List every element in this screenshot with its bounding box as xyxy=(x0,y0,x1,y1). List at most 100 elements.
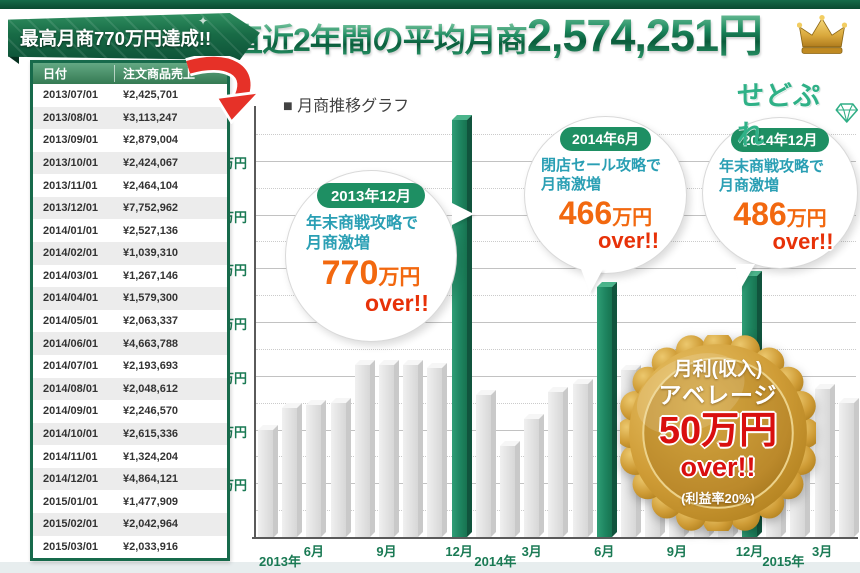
callout-text: 月商激増 xyxy=(541,175,602,193)
table-row: 2015/02/01 ¥2,042,964 xyxy=(33,512,227,536)
badge: 月利(収入) アベレージ 50万円 over!! (利益率20%) xyxy=(620,335,816,531)
callout-text: 月商激増 xyxy=(306,235,371,252)
page-title-prefix: 直近2年間の平均月商 xyxy=(231,22,528,58)
callout-amount: 466万円 xyxy=(558,194,653,231)
callout-text: 閉店セール攻略で xyxy=(541,157,662,174)
table-row: 2013/10/01 ¥2,424,067 xyxy=(33,151,227,175)
badge-amount: 50万円 xyxy=(658,410,778,453)
badge-note: (利益率20%) xyxy=(681,491,755,507)
gridline xyxy=(256,295,856,297)
table-row: 2014/09/01 ¥2,246,570 xyxy=(43,405,179,418)
bar-2013-08 xyxy=(354,360,375,537)
callout-tail xyxy=(735,264,755,290)
x-axis-month-label: 6月 xyxy=(594,544,615,559)
bar-2013-04 xyxy=(258,424,278,537)
diamond-icon xyxy=(835,103,859,123)
table-row: 2014/03/01 ¥1,267,146 xyxy=(43,269,179,282)
x-axis-month-label: 9月 xyxy=(376,544,397,559)
gridline xyxy=(256,348,856,350)
page-title-amount: 2,574,251円 xyxy=(526,10,763,61)
callout-text: 年末商戦攻略で xyxy=(719,158,825,175)
table-row: 2014/05/01 ¥2,063,337 xyxy=(43,315,179,328)
sales-table-header: 日付 注文商品売上 xyxy=(33,63,227,84)
bar-2013-09 xyxy=(379,360,399,537)
badge-line2: アベレージ xyxy=(658,381,778,408)
y-axis xyxy=(254,106,256,539)
x-axis-year-label: 2014年 xyxy=(474,554,517,569)
gridline xyxy=(256,322,856,323)
bar-2014-06 xyxy=(596,281,617,537)
table-row: 2014/06/01 ¥4,663,788 xyxy=(33,332,227,355)
x-axis-month-label: 12月 xyxy=(735,544,764,559)
callout-period-badge: 2013年12月 xyxy=(316,183,426,208)
callout-amount: 770万円 xyxy=(321,254,421,292)
bar-2014-02 xyxy=(500,440,520,537)
x-axis xyxy=(252,537,858,539)
x-axis-month-label: 12月 xyxy=(445,544,473,559)
callout-2013-12: 2013年12月 年末商戦攻略で 月商激増 770万円 over!! xyxy=(285,170,457,342)
bar-2013-07 xyxy=(330,397,351,537)
table-row: 2015/03/01 ¥2,033,916 xyxy=(43,540,179,553)
x-axis-month-label: 6月 xyxy=(303,544,325,559)
table-row: 2013/09/01 ¥2,879,004 xyxy=(43,134,179,147)
callout-text: 年末商戦攻略で xyxy=(306,215,419,232)
table-row: 2013/11/01 ¥2,464,104 xyxy=(43,179,179,192)
gridline xyxy=(256,268,856,270)
table-row: 2014/04/01 ¥1,579,300 xyxy=(33,287,227,310)
table-row: 2014/12/01 ¥4,864,121 xyxy=(33,467,227,491)
callout-over-label: over!! xyxy=(597,228,660,254)
table-row: 2013/07/01 ¥2,425,701 xyxy=(43,89,179,102)
badge-line1: 月利(収入) xyxy=(673,359,763,380)
achievement-ribbon-label: 最高月商770万円達成!! xyxy=(20,27,212,49)
ribbon-fold xyxy=(8,56,19,64)
bar-2013-10 xyxy=(403,360,424,537)
bar-2014-01 xyxy=(475,389,496,537)
callout-tail xyxy=(452,203,474,225)
col-header-sales: 注文商品売上 xyxy=(123,67,196,81)
callout-period-badge: 2014年6月 xyxy=(560,127,651,151)
bottom-decorative-strip xyxy=(0,562,860,573)
callout-2014-06: 2014年6月 閉店セール攻略で 月商激増 466万円 over!! xyxy=(524,116,687,274)
table-row: 2014/08/01 ¥2,048,612 xyxy=(33,377,227,401)
x-axis-year-label: 2013年 xyxy=(259,554,301,569)
bar-2014-03 xyxy=(524,413,545,537)
table-row: 2013/08/01 ¥3,113,247 xyxy=(33,106,227,130)
callout-text: 月商激増 xyxy=(719,176,780,194)
bar-2013-05 xyxy=(282,403,303,537)
gridline xyxy=(256,375,856,377)
callout-over-label: over!! xyxy=(772,229,834,255)
x-axis-month-label: 9月 xyxy=(666,544,688,559)
sales-table: 日付 注文商品売上 2013/07/01 ¥2,425,701 2013/08/01… xyxy=(30,60,230,562)
page-title: 直近2年間の平均月商2,574,251円 xyxy=(231,10,763,61)
crown-icon xyxy=(797,15,847,54)
brand-logo: せどぷれ xyxy=(737,74,860,152)
table-row: 2014/01/01 ¥2,527,136 xyxy=(43,224,179,237)
achievement-ribbon: 最高月商770万円達成!! xyxy=(8,13,260,60)
table-row: 2013/12/01 ¥7,752,962 xyxy=(33,196,227,220)
table-row: 2014/11/01 ¥1,324,204 xyxy=(43,450,179,463)
badge-seal-icon xyxy=(620,335,816,531)
x-axis-month-label: 3月 xyxy=(811,544,833,559)
table-row: 2014/02/01 ¥1,039,310 xyxy=(33,242,227,265)
x-axis-month-label: 3月 xyxy=(521,544,542,559)
bar-2014-05 xyxy=(572,378,593,537)
callout-2014-12: 2014年12月 年末商戦攻略で 月商激増 486万円 over!! xyxy=(702,117,858,269)
table-row: 2015/01/01 ¥1,477,909 xyxy=(43,495,179,508)
bar-2015-03 xyxy=(814,384,835,537)
bar-2013-06 xyxy=(306,400,327,537)
bar-2013-12 xyxy=(451,115,472,537)
bar-2013-11 xyxy=(427,362,448,537)
callout-period-badge: 2014年12月 xyxy=(730,128,830,152)
callout-tail xyxy=(581,269,603,293)
callout-over-label: over!! xyxy=(365,289,429,316)
table-row: 2014/10/01 ¥2,615,336 xyxy=(33,422,227,446)
red-arrow-icon xyxy=(185,56,264,124)
bar-2014-04 xyxy=(548,386,569,537)
top-decorative-band xyxy=(0,0,860,9)
badge-over-label: over!! xyxy=(680,451,756,482)
x-axis-year-label: 2015年 xyxy=(762,554,805,569)
chart-title: ■ 月商推移グラフ xyxy=(283,98,410,115)
sales-table-body: 2013/07/01 ¥2,425,701 2013/08/01 ¥3,113,247… xyxy=(33,84,227,558)
brand-logo-text: せどぷれ xyxy=(737,81,821,150)
